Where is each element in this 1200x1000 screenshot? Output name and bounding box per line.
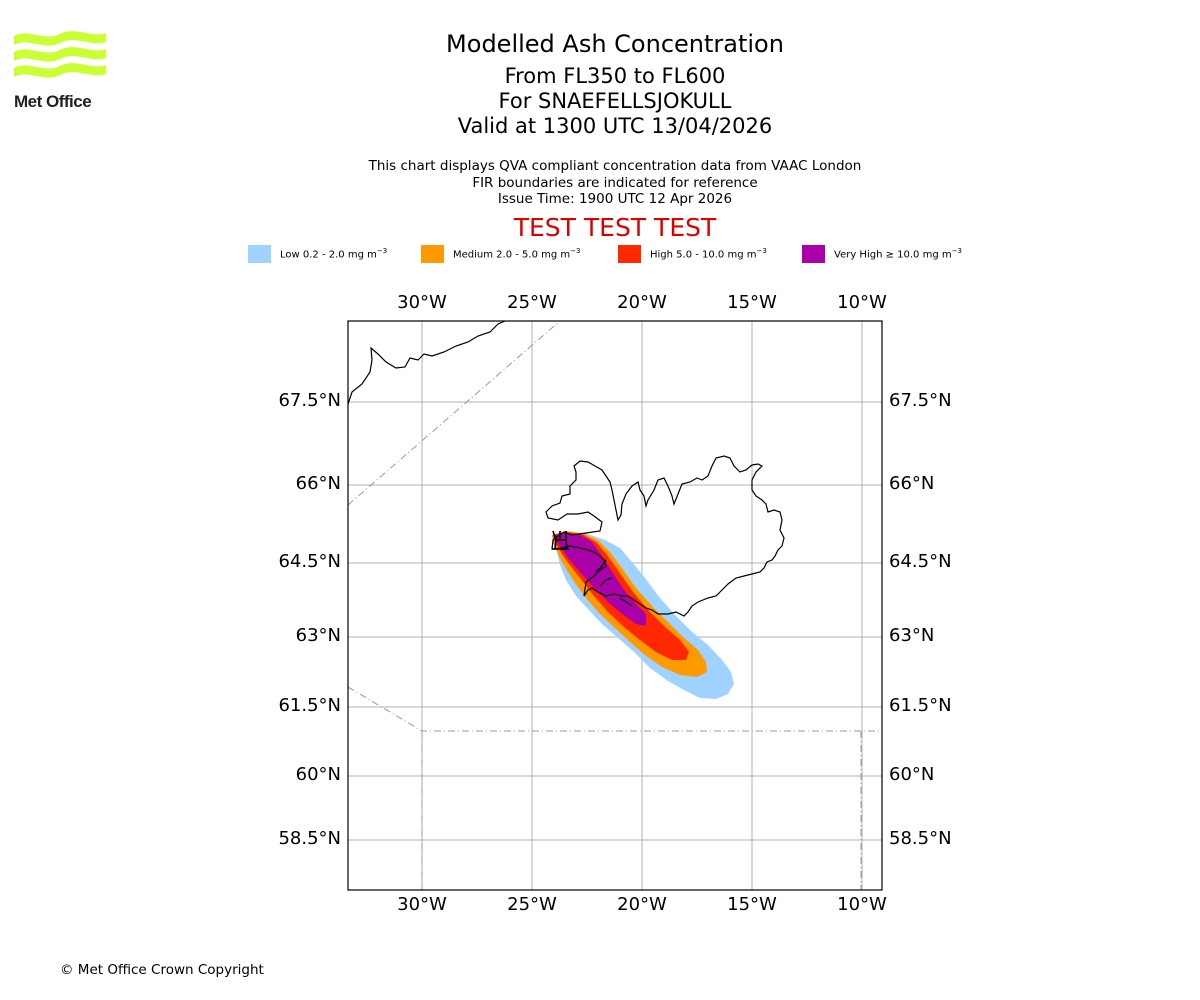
copyright: © Met Office Crown Copyright	[60, 962, 264, 978]
legend: Low 0.2 - 2.0 mg m−3 Medium 2.0 - 5.0 mg…	[248, 244, 1008, 264]
legend-swatch	[802, 245, 825, 263]
legend-item-low: Low 0.2 - 2.0 mg m−3	[248, 244, 387, 264]
greenland-coastline	[348, 321, 507, 405]
chart-title: Modelled Ash Concentration	[446, 30, 784, 58]
longitude-tick-top: 15°W	[727, 292, 777, 313]
ash-layer-very-high	[555, 533, 646, 626]
legend-item-medium: Medium 2.0 - 5.0 mg m−3	[421, 244, 580, 264]
snaefellsnes-marker	[552, 530, 569, 550]
legend-unit-exponent: −3	[570, 247, 581, 256]
latitude-tick-right: 61.5°N	[889, 695, 952, 716]
longitude-tick-bottom: 30°W	[397, 894, 447, 915]
legend-swatch	[248, 245, 271, 263]
longitude-tick-bottom: 15°W	[727, 894, 777, 915]
legend-swatch	[618, 245, 641, 263]
fir-boundary-line	[348, 321, 561, 506]
latitude-tick-right: 60°N	[889, 764, 935, 785]
description-line: FIR boundaries are indicated for referen…	[472, 174, 758, 191]
latitude-tick-right: 63°N	[889, 625, 935, 646]
longitude-tick-top: 30°W	[397, 292, 447, 313]
latitude-tick-left: 67.5°N	[278, 390, 341, 411]
latitude-tick-left: 64.5°N	[278, 551, 341, 572]
gridlines	[348, 321, 882, 890]
longitude-tick-bottom: 20°W	[617, 894, 667, 915]
map-frame	[347, 320, 883, 891]
legend-label: Low 0.2 - 2.0 mg m	[280, 249, 377, 261]
description-line: This chart displays QVA compliant concen…	[368, 158, 862, 174]
legend-unit-exponent: −3	[951, 247, 962, 256]
legend-label: Very High ≥ 10.0 mg m	[834, 249, 952, 261]
longitude-tick-bottom: 25°W	[507, 894, 557, 915]
latitude-tick-left: 60°N	[295, 764, 341, 785]
longitude-tick-top: 20°W	[617, 292, 667, 313]
chart-description: This chart displays QVA compliant concen…	[300, 158, 930, 208]
iceland-inlet	[595, 559, 633, 607]
test-banner: TEST TEST TEST	[513, 213, 717, 242]
longitude-tick-top: 25°W	[507, 292, 557, 313]
logo-text: Met Office	[14, 92, 92, 111]
legend-label: Medium 2.0 - 5.0 mg m	[453, 249, 571, 261]
longitude-tick-top: 10°W	[837, 292, 887, 313]
latitude-tick-left: 58.5°N	[278, 828, 341, 849]
latitude-tick-left: 61.5°N	[278, 695, 341, 716]
coastlines	[348, 321, 785, 617]
iceland-coastline	[545, 455, 785, 617]
legend-unit-exponent: −3	[376, 247, 388, 256]
fir-boundaries	[348, 321, 882, 890]
latitude-tick-right: 67.5°N	[889, 390, 952, 411]
latitude-tick-right: 64.5°N	[889, 551, 952, 572]
legend-item-high: High 5.0 - 10.0 mg m−3	[618, 244, 767, 264]
latitude-tick-right: 58.5°N	[889, 828, 952, 849]
level-range: From FL350 to FL600	[504, 64, 726, 88]
met-office-waves-icon	[14, 31, 106, 78]
legend-label: High 5.0 - 10.0 mg m	[650, 249, 757, 261]
valid-time: Valid at 1300 UTC 13/04/2026	[457, 114, 773, 138]
volcano-name: For SNAEFELLSJOKULL	[498, 89, 732, 113]
issue-time: Issue Time: 1900 UTC 12 Apr 2026	[497, 191, 733, 207]
latitude-tick-right: 66°N	[889, 473, 935, 494]
legend-swatch	[421, 245, 444, 263]
latitude-tick-left: 63°N	[295, 625, 341, 646]
met-office-logo: Met Office	[14, 30, 106, 112]
legend-unit-exponent: −3	[756, 247, 767, 256]
chart-subtitle: From FL350 to FL600 For SNAEFELLSJOKULL …	[300, 64, 930, 139]
legend-item-very-high: Very High ≥ 10.0 mg m−3	[802, 244, 962, 264]
longitude-tick-bottom: 10°W	[837, 894, 887, 915]
latitude-tick-left: 66°N	[295, 473, 341, 494]
